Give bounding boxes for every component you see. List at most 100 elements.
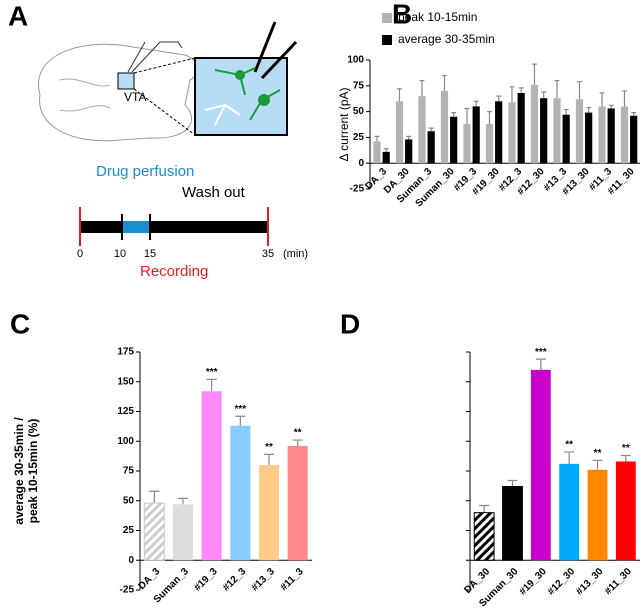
bar xyxy=(502,485,523,561)
bar xyxy=(230,425,251,561)
bar xyxy=(615,461,636,561)
significance: ** xyxy=(594,448,602,459)
y-tick-label: 75 xyxy=(353,80,365,91)
error-bar xyxy=(374,135,380,142)
time-tick: 15 xyxy=(144,248,156,260)
vta-box xyxy=(117,72,135,90)
panel-letter: C xyxy=(10,308,30,339)
y-tick-label: 100 xyxy=(117,436,134,447)
bar xyxy=(530,84,539,164)
bar xyxy=(553,98,561,164)
bar xyxy=(495,101,503,164)
time-tick: 35 xyxy=(262,248,274,260)
error-bar xyxy=(541,91,547,99)
error-bar xyxy=(622,90,627,107)
zoom-line xyxy=(133,57,196,74)
bar xyxy=(485,123,494,164)
bar xyxy=(405,139,413,164)
wash-label: Wash out xyxy=(182,184,246,201)
panel-letter: D xyxy=(340,308,360,339)
y-tick-label: 75 xyxy=(123,466,135,477)
significance: *** xyxy=(234,404,246,415)
error-bar xyxy=(235,415,246,426)
error-bar xyxy=(563,108,569,115)
brain-detail xyxy=(59,78,111,112)
error-bar xyxy=(496,95,502,102)
error-bar xyxy=(428,127,434,132)
y-tick-label: 150 xyxy=(117,376,134,387)
error-bar xyxy=(464,107,470,124)
y-tick-label: 100 xyxy=(347,55,364,66)
bar xyxy=(559,463,580,561)
time-unit: (min) xyxy=(283,248,308,260)
error-bar xyxy=(406,135,412,140)
drug-segment xyxy=(122,221,150,233)
y-tick-label: 125 xyxy=(117,406,134,417)
error-bar xyxy=(442,74,447,91)
y-axis-label: average 30-35min / xyxy=(12,417,26,525)
significance: ** xyxy=(565,440,573,451)
bar xyxy=(395,101,404,164)
error-bar xyxy=(554,80,560,99)
bar xyxy=(382,151,390,164)
bar xyxy=(201,391,222,561)
error-bar xyxy=(206,378,217,392)
error-bar xyxy=(620,454,631,462)
y-tick-label: 25 xyxy=(123,525,135,536)
recording-label: Recording xyxy=(140,263,208,280)
error-bar xyxy=(507,479,518,487)
bar xyxy=(598,106,606,164)
legend-label: peak 10-15min xyxy=(398,10,477,24)
y-tick-label: -25 xyxy=(350,184,365,195)
region-label: VTA xyxy=(124,90,146,104)
bar xyxy=(508,102,516,164)
y-tick-label: 50 xyxy=(123,495,135,506)
error-bar xyxy=(149,490,160,504)
zoom-line xyxy=(133,88,196,136)
neuron xyxy=(235,70,245,80)
electrode xyxy=(127,41,146,73)
bar xyxy=(172,504,194,561)
bar xyxy=(258,465,280,561)
error-bar xyxy=(263,453,275,466)
bar xyxy=(450,116,458,164)
time-tick: 10 xyxy=(114,248,126,260)
y-tick-label: 0 xyxy=(358,158,364,169)
bar xyxy=(630,115,638,164)
panel-letter: A xyxy=(8,0,28,31)
bar xyxy=(418,96,426,164)
electrode xyxy=(160,41,183,49)
pipette xyxy=(260,40,298,80)
timeline-bar xyxy=(80,221,268,233)
bar xyxy=(463,123,471,164)
x-tick-label: #19_30 xyxy=(517,566,549,598)
x-tick-label: #12_3 xyxy=(221,566,249,594)
error-bar xyxy=(564,451,575,464)
x-tick-label: #11_3 xyxy=(279,566,306,593)
y-tick-label: 175 xyxy=(117,347,134,358)
bar xyxy=(585,112,593,164)
error-bar xyxy=(599,92,605,107)
error-bar xyxy=(419,80,425,97)
error-bar xyxy=(479,504,490,513)
error-bar xyxy=(473,100,479,107)
bar xyxy=(373,141,381,164)
bar xyxy=(427,131,435,164)
time-tick: 0 xyxy=(77,248,83,260)
error-bar xyxy=(631,112,637,116)
significance: ** xyxy=(622,443,630,454)
x-tick-label: #13_3 xyxy=(250,566,278,594)
error-bar xyxy=(509,86,515,103)
legend-swatch xyxy=(382,13,392,23)
x-tick-label: #19_3 xyxy=(192,566,220,594)
error-bar xyxy=(535,358,546,370)
bar xyxy=(143,502,165,561)
y-tick-label: -25 xyxy=(120,585,135,596)
significance: *** xyxy=(535,347,547,358)
legend-swatch xyxy=(382,35,392,45)
error-bar xyxy=(518,87,524,94)
y-tick-label: 50 xyxy=(353,106,365,117)
bar xyxy=(607,108,615,164)
drug-label: Drug perfusion xyxy=(96,163,194,180)
pipette xyxy=(253,21,277,73)
